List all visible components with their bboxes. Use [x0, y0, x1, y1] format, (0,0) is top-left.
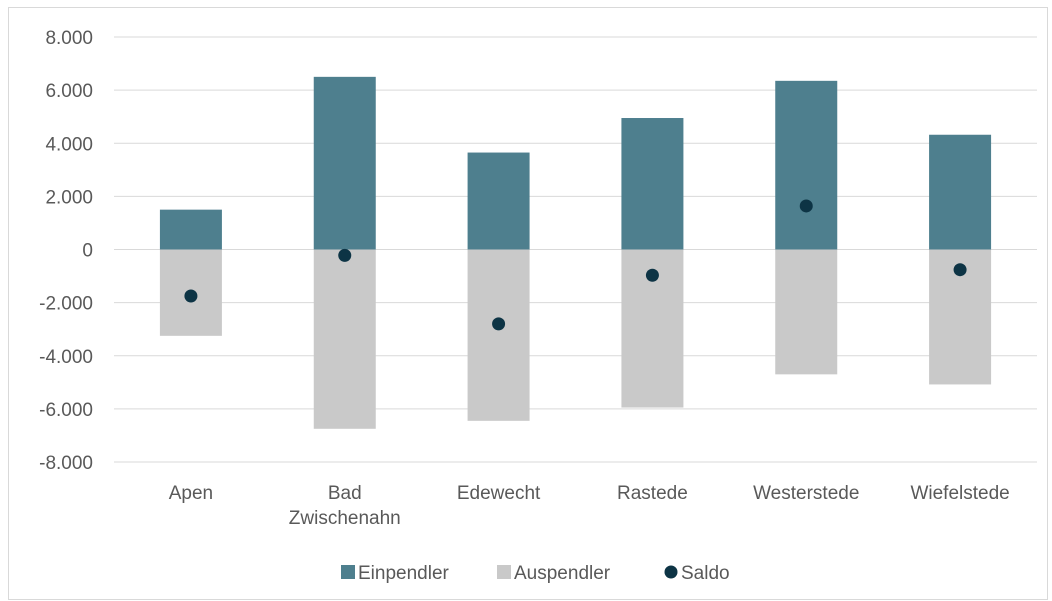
legend: Einpendler Auspendler Saldo: [341, 563, 730, 584]
bars: [159, 76, 992, 429]
y-axis-ticks: -8.000 -6.000 -4.000 -2.000 0 2.000 4.000 6.000…: [39, 28, 93, 474]
x-tick-label: Apen: [169, 483, 213, 504]
x-tick-label: Wiefelstede: [910, 483, 1009, 504]
y-tick-label: -2.000: [39, 294, 93, 315]
gridlines: [114, 36, 1037, 463]
legend-label-auspendler: Auspendler: [514, 563, 611, 584]
bar-einpendler: [159, 209, 222, 250]
bar-einpendler: [467, 152, 530, 250]
point-saldo: [184, 289, 198, 303]
x-axis-labels: Apen Bad Zwischenahn Edewecht Rastede Westers…: [169, 483, 1010, 529]
y-tick-label: 2.000: [45, 187, 93, 208]
bar-auspendler: [467, 249, 530, 421]
bar-einpendler: [621, 118, 684, 250]
bar-auspendler: [775, 249, 838, 375]
x-tick-label: Edewecht: [457, 483, 541, 504]
point-saldo: [338, 248, 352, 262]
y-tick-label: -4.000: [39, 347, 93, 368]
y-tick-label: -6.000: [39, 400, 93, 421]
x-tick-label: Rastede: [617, 483, 688, 504]
point-saldo: [645, 268, 659, 282]
legend-label-einpendler: Einpendler: [358, 563, 450, 584]
y-tick-label: 0: [82, 241, 93, 262]
x-tick-label: Bad Zwischenahn: [289, 483, 401, 529]
bar-auspendler: [313, 249, 376, 429]
bar-einpendler: [929, 134, 992, 250]
y-tick-label: 8.000: [45, 28, 93, 49]
x-tick-label: Westerstede: [753, 483, 859, 504]
y-tick-label: 4.000: [45, 134, 93, 155]
saldo-points: [184, 199, 967, 331]
point-saldo: [492, 317, 506, 331]
y-tick-label: 6.000: [45, 81, 93, 102]
legend-label-saldo: Saldo: [681, 563, 730, 584]
legend-swatch-saldo: [664, 565, 678, 579]
legend-swatch-auspendler: [497, 565, 511, 579]
legend-swatch-einpendler: [341, 565, 355, 579]
point-saldo: [799, 199, 813, 213]
y-tick-label: -8.000: [39, 453, 93, 474]
bar-einpendler: [775, 80, 838, 250]
bar-einpendler: [313, 76, 376, 250]
point-saldo: [953, 263, 967, 277]
